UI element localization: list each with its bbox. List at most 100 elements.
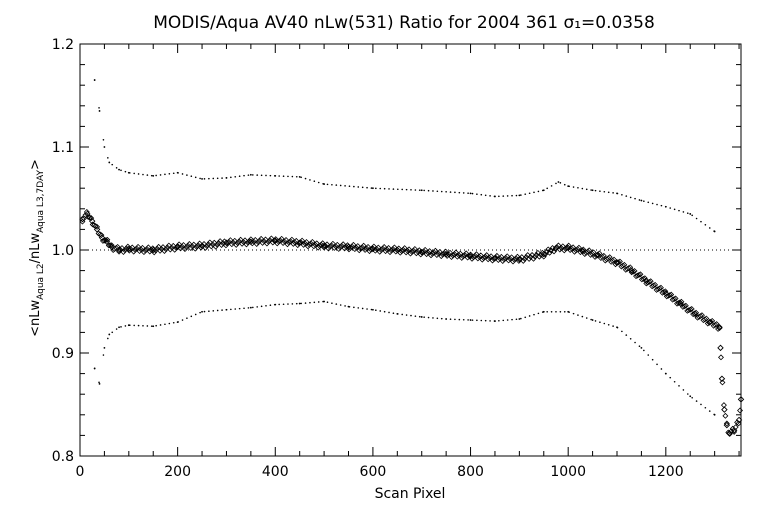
ratio-sample <box>278 235 285 242</box>
lower-bound-sample <box>300 302 302 305</box>
lower-bound-sample <box>682 389 685 391</box>
ratio-sample <box>253 241 260 247</box>
ratio-sample <box>596 250 603 257</box>
upper-bound-point <box>108 161 111 164</box>
ratio-sample <box>540 253 547 260</box>
upper-bound-sample <box>212 177 215 180</box>
ratio-sample <box>646 278 653 285</box>
ratio-sample <box>533 251 540 258</box>
ratio-sample <box>419 249 426 256</box>
ratio-sample <box>521 255 528 262</box>
upper-bound-sample <box>252 174 254 176</box>
lower-bound-sample <box>454 318 456 321</box>
ratio-sample <box>633 273 640 280</box>
upper-bound-sample <box>225 177 228 179</box>
ratio-sample <box>720 402 727 409</box>
ratio-sample <box>357 245 364 252</box>
ratio-sample <box>709 317 716 324</box>
ratio-sample <box>99 237 106 244</box>
lower-bound-sample <box>317 301 320 303</box>
ratio-sample <box>499 258 506 265</box>
ratio-sample <box>553 244 560 251</box>
upper-bound-sample <box>137 173 140 175</box>
ratio-sample <box>119 245 125 252</box>
lower-bound-point <box>640 346 643 349</box>
ratio-sample <box>315 244 322 251</box>
ratio-sample <box>430 249 437 256</box>
upper-bound-sample <box>401 188 404 191</box>
upper-bound-sample <box>625 195 628 197</box>
ratio-sample <box>479 256 486 263</box>
upper-bound-point <box>103 146 106 148</box>
upper-bound-sample <box>493 195 496 198</box>
ratio-sample <box>299 237 306 244</box>
ratio-sample <box>164 244 171 251</box>
ratio-sample <box>546 249 553 256</box>
upper-bound-sample <box>572 186 575 188</box>
ratio-sample <box>202 244 209 251</box>
upper-bound-point <box>591 189 594 192</box>
lower-bound-sample <box>656 363 658 366</box>
lower-bound-sample <box>607 323 610 326</box>
ratio-sample <box>176 241 183 248</box>
ratio-sample <box>135 243 142 250</box>
upper-bound-sample <box>665 205 667 208</box>
lower-bound-sample <box>476 319 478 322</box>
ratio-sample <box>171 246 178 253</box>
ratio-sample <box>395 245 402 252</box>
ratio-sample <box>578 247 585 254</box>
ratio-sample <box>467 251 474 258</box>
upper-bound-sample <box>498 195 500 198</box>
ratio-sample <box>502 254 509 261</box>
ratio-sample <box>234 240 241 247</box>
ratio-sample <box>562 245 569 252</box>
ratio-point <box>88 217 96 225</box>
lower-bound-point <box>98 383 101 385</box>
upper-bound-sample <box>128 172 131 174</box>
ratio-sample <box>97 231 103 238</box>
ratio-sample <box>410 247 417 254</box>
ratio-sample <box>606 254 613 261</box>
chart-title: MODIS/Aqua AV40 nLw(531) Ratio for 2004 … <box>153 13 655 33</box>
ratio-sample <box>512 255 519 262</box>
lower-bound-sample <box>436 317 439 320</box>
ratio-sample <box>242 237 248 244</box>
lower-bound-sample <box>524 316 527 319</box>
ratio-sample <box>306 241 313 248</box>
ratio-sample <box>485 256 492 263</box>
ratio-sample <box>104 236 111 243</box>
lower-bound-sample <box>291 303 294 305</box>
ratio-sample <box>239 240 246 247</box>
lower-bound-point <box>118 326 120 329</box>
upper-bound-sample <box>445 191 447 193</box>
upper-bound-point <box>98 110 101 112</box>
ratio-sample <box>288 236 295 243</box>
upper-bound-sample <box>643 200 645 202</box>
ratio-sample <box>615 259 622 266</box>
upper-bound-sample <box>273 175 276 177</box>
ratio-sample <box>718 354 724 361</box>
lower-bound-sample <box>704 406 707 409</box>
ratio-sample <box>365 243 371 250</box>
ratio-sample <box>145 244 152 251</box>
ratio-sample <box>196 240 203 247</box>
ratio-sample <box>303 239 310 245</box>
upper-bound-sample <box>300 176 302 179</box>
ratio-sample <box>293 237 300 244</box>
ratio-sample <box>344 242 351 249</box>
ratio-sample <box>523 254 530 260</box>
lower-bound-sample <box>115 328 118 330</box>
lower-bound-sample <box>238 307 241 310</box>
ratio-sample <box>634 272 641 279</box>
upper-bound-sample <box>304 177 307 180</box>
ratio-sample <box>425 249 432 256</box>
ratio-sample <box>391 244 398 251</box>
ratio-sample <box>404 247 411 254</box>
ratio-sample <box>246 238 253 244</box>
ratio-sample <box>319 240 326 247</box>
ratio-sample <box>722 412 729 419</box>
ratio-sample <box>318 241 325 248</box>
lower-bound-sample <box>107 337 109 340</box>
upper-bound-sample <box>317 181 320 184</box>
lower-bound-sample <box>221 309 223 311</box>
